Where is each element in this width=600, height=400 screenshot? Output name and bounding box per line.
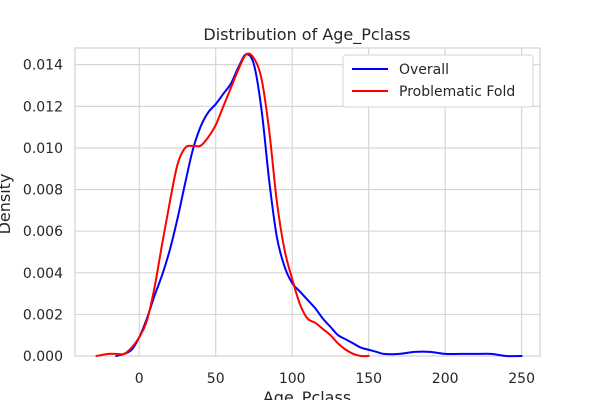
problematic-fold-density-line [95, 52, 370, 358]
y-tick-label: 0.008 [23, 183, 63, 199]
x-axis-label: Age_Pclass [263, 388, 351, 400]
series-layer [95, 52, 523, 358]
x-tick-label: 250 [508, 371, 535, 387]
grid-layer [75, 48, 540, 357]
legend-label-overall: Overall [399, 62, 449, 78]
y-axis-label: Density [0, 174, 14, 235]
x-tick-label: 0 [135, 371, 144, 387]
y-tick-label: 0.012 [23, 99, 63, 115]
y-tick-label: 0.010 [23, 141, 63, 157]
tick-label-layer: 0 50 100 150 200 250 0.000 0.002 0.004 0.006 0.008… [23, 58, 535, 387]
x-tick-label: 100 [279, 371, 306, 387]
x-tick-label: 200 [432, 371, 459, 387]
legend-label-problematic-fold: Problematic Fold [399, 84, 515, 100]
x-tick-label: 50 [207, 371, 225, 387]
legend-box [342, 54, 534, 108]
legend: Overall Problematic Fold [342, 54, 534, 108]
y-tick-label: 0.006 [23, 224, 63, 240]
y-tick-label: 0.000 [23, 349, 63, 365]
y-tick-label: 0.004 [23, 266, 63, 282]
plot-frame [74, 47, 541, 357]
chart-title: Distribution of Age_Pclass [203, 25, 410, 45]
x-tick-label: 150 [355, 371, 382, 387]
overall-density-line [115, 53, 523, 358]
y-tick-label: 0.002 [23, 307, 63, 323]
y-tick-label: 0.014 [23, 58, 63, 74]
